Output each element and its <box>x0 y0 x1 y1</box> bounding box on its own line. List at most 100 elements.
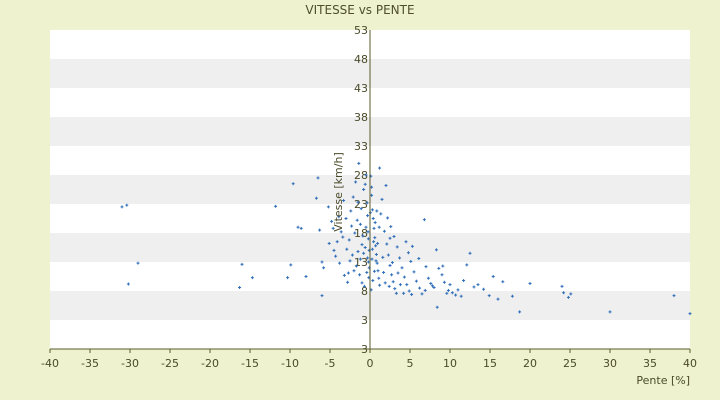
data-point <box>501 280 505 284</box>
data-point <box>378 283 382 287</box>
data-point <box>379 212 383 216</box>
data-point <box>376 241 380 245</box>
data-point <box>688 312 692 316</box>
data-point <box>289 263 293 267</box>
data-point <box>361 234 365 238</box>
data-point <box>296 225 300 229</box>
data-point <box>377 276 381 280</box>
data-point <box>384 183 388 187</box>
data-point <box>435 305 439 309</box>
data-point <box>320 294 324 298</box>
x-tick-labels: -40 -35 -30 -25 -20 -15 -10 -5 0 5 10 15 20 25 30 35 40 <box>41 349 697 370</box>
x-tick-label: 5 <box>407 357 414 370</box>
data-point <box>388 236 392 240</box>
data-point <box>528 281 532 285</box>
data-point <box>366 260 370 264</box>
data-point <box>382 270 386 274</box>
data-point <box>382 229 386 233</box>
data-point <box>387 284 391 288</box>
data-point <box>342 199 346 203</box>
data-point <box>370 185 374 189</box>
data-point <box>406 251 410 255</box>
data-point <box>358 273 362 277</box>
data-point <box>358 257 362 261</box>
data-point <box>372 269 376 273</box>
data-point <box>402 291 406 295</box>
data-point <box>381 255 385 259</box>
y-tick-label: 8 <box>361 285 368 298</box>
data-point <box>445 291 449 295</box>
data-point <box>314 196 318 200</box>
data-point <box>291 182 295 186</box>
data-point <box>434 248 438 252</box>
data-point <box>348 259 352 263</box>
data-point <box>327 241 331 245</box>
data-point <box>274 204 278 208</box>
data-point <box>372 240 376 244</box>
data-point <box>386 216 390 220</box>
y-tick-label: 28 <box>354 169 368 182</box>
data-point <box>331 226 335 230</box>
data-point <box>672 294 676 298</box>
data-point <box>383 281 387 285</box>
data-point <box>410 244 414 248</box>
data-point <box>364 173 368 177</box>
data-point <box>386 253 390 257</box>
data-point <box>389 225 393 229</box>
data-point <box>441 264 445 268</box>
x-tick-label: 15 <box>483 357 497 370</box>
data-point <box>429 281 433 285</box>
x-tick-label: 30 <box>603 357 617 370</box>
data-point <box>414 279 418 283</box>
y-tick-label: 38 <box>354 111 368 124</box>
data-point <box>299 226 303 230</box>
data-point <box>332 248 336 252</box>
data-point <box>371 279 375 283</box>
data-point <box>353 231 357 235</box>
data-point <box>355 218 359 222</box>
data-point <box>360 243 364 247</box>
data-point <box>342 273 346 277</box>
data-point <box>370 247 374 251</box>
x-tick-label: -35 <box>81 357 99 370</box>
x-tick-label: 35 <box>643 357 657 370</box>
data-points <box>120 161 692 316</box>
data-point <box>560 284 564 288</box>
data-point <box>359 207 363 211</box>
data-point <box>374 244 378 248</box>
data-point <box>385 242 389 246</box>
data-point <box>432 286 436 290</box>
data-point <box>422 218 426 222</box>
data-point <box>446 288 450 292</box>
data-point <box>518 310 522 314</box>
data-point <box>418 286 422 290</box>
data-point <box>238 286 242 290</box>
data-point <box>316 176 320 180</box>
x-tick-label: -20 <box>201 357 219 370</box>
data-point <box>344 217 348 220</box>
data-point <box>366 230 370 234</box>
data-point <box>364 225 368 229</box>
data-point <box>420 292 424 296</box>
data-point <box>376 269 380 273</box>
data-point <box>335 240 339 244</box>
data-point <box>462 279 466 283</box>
data-point <box>468 251 472 255</box>
data-point <box>395 245 399 249</box>
data-point <box>448 283 452 287</box>
data-point <box>240 262 244 266</box>
data-point <box>394 291 398 295</box>
data-point <box>346 271 350 275</box>
data-point <box>398 283 402 287</box>
data-point <box>393 287 397 291</box>
data-point <box>454 293 458 297</box>
y-tick-label: 3 <box>361 314 368 327</box>
data-point <box>562 291 566 295</box>
data-point <box>423 288 427 292</box>
x-tick-label: -30 <box>121 357 139 370</box>
data-point <box>320 260 324 264</box>
data-point <box>356 200 360 204</box>
x-tick-label: 10 <box>443 357 457 370</box>
data-point <box>363 182 367 186</box>
data-point <box>566 295 570 299</box>
